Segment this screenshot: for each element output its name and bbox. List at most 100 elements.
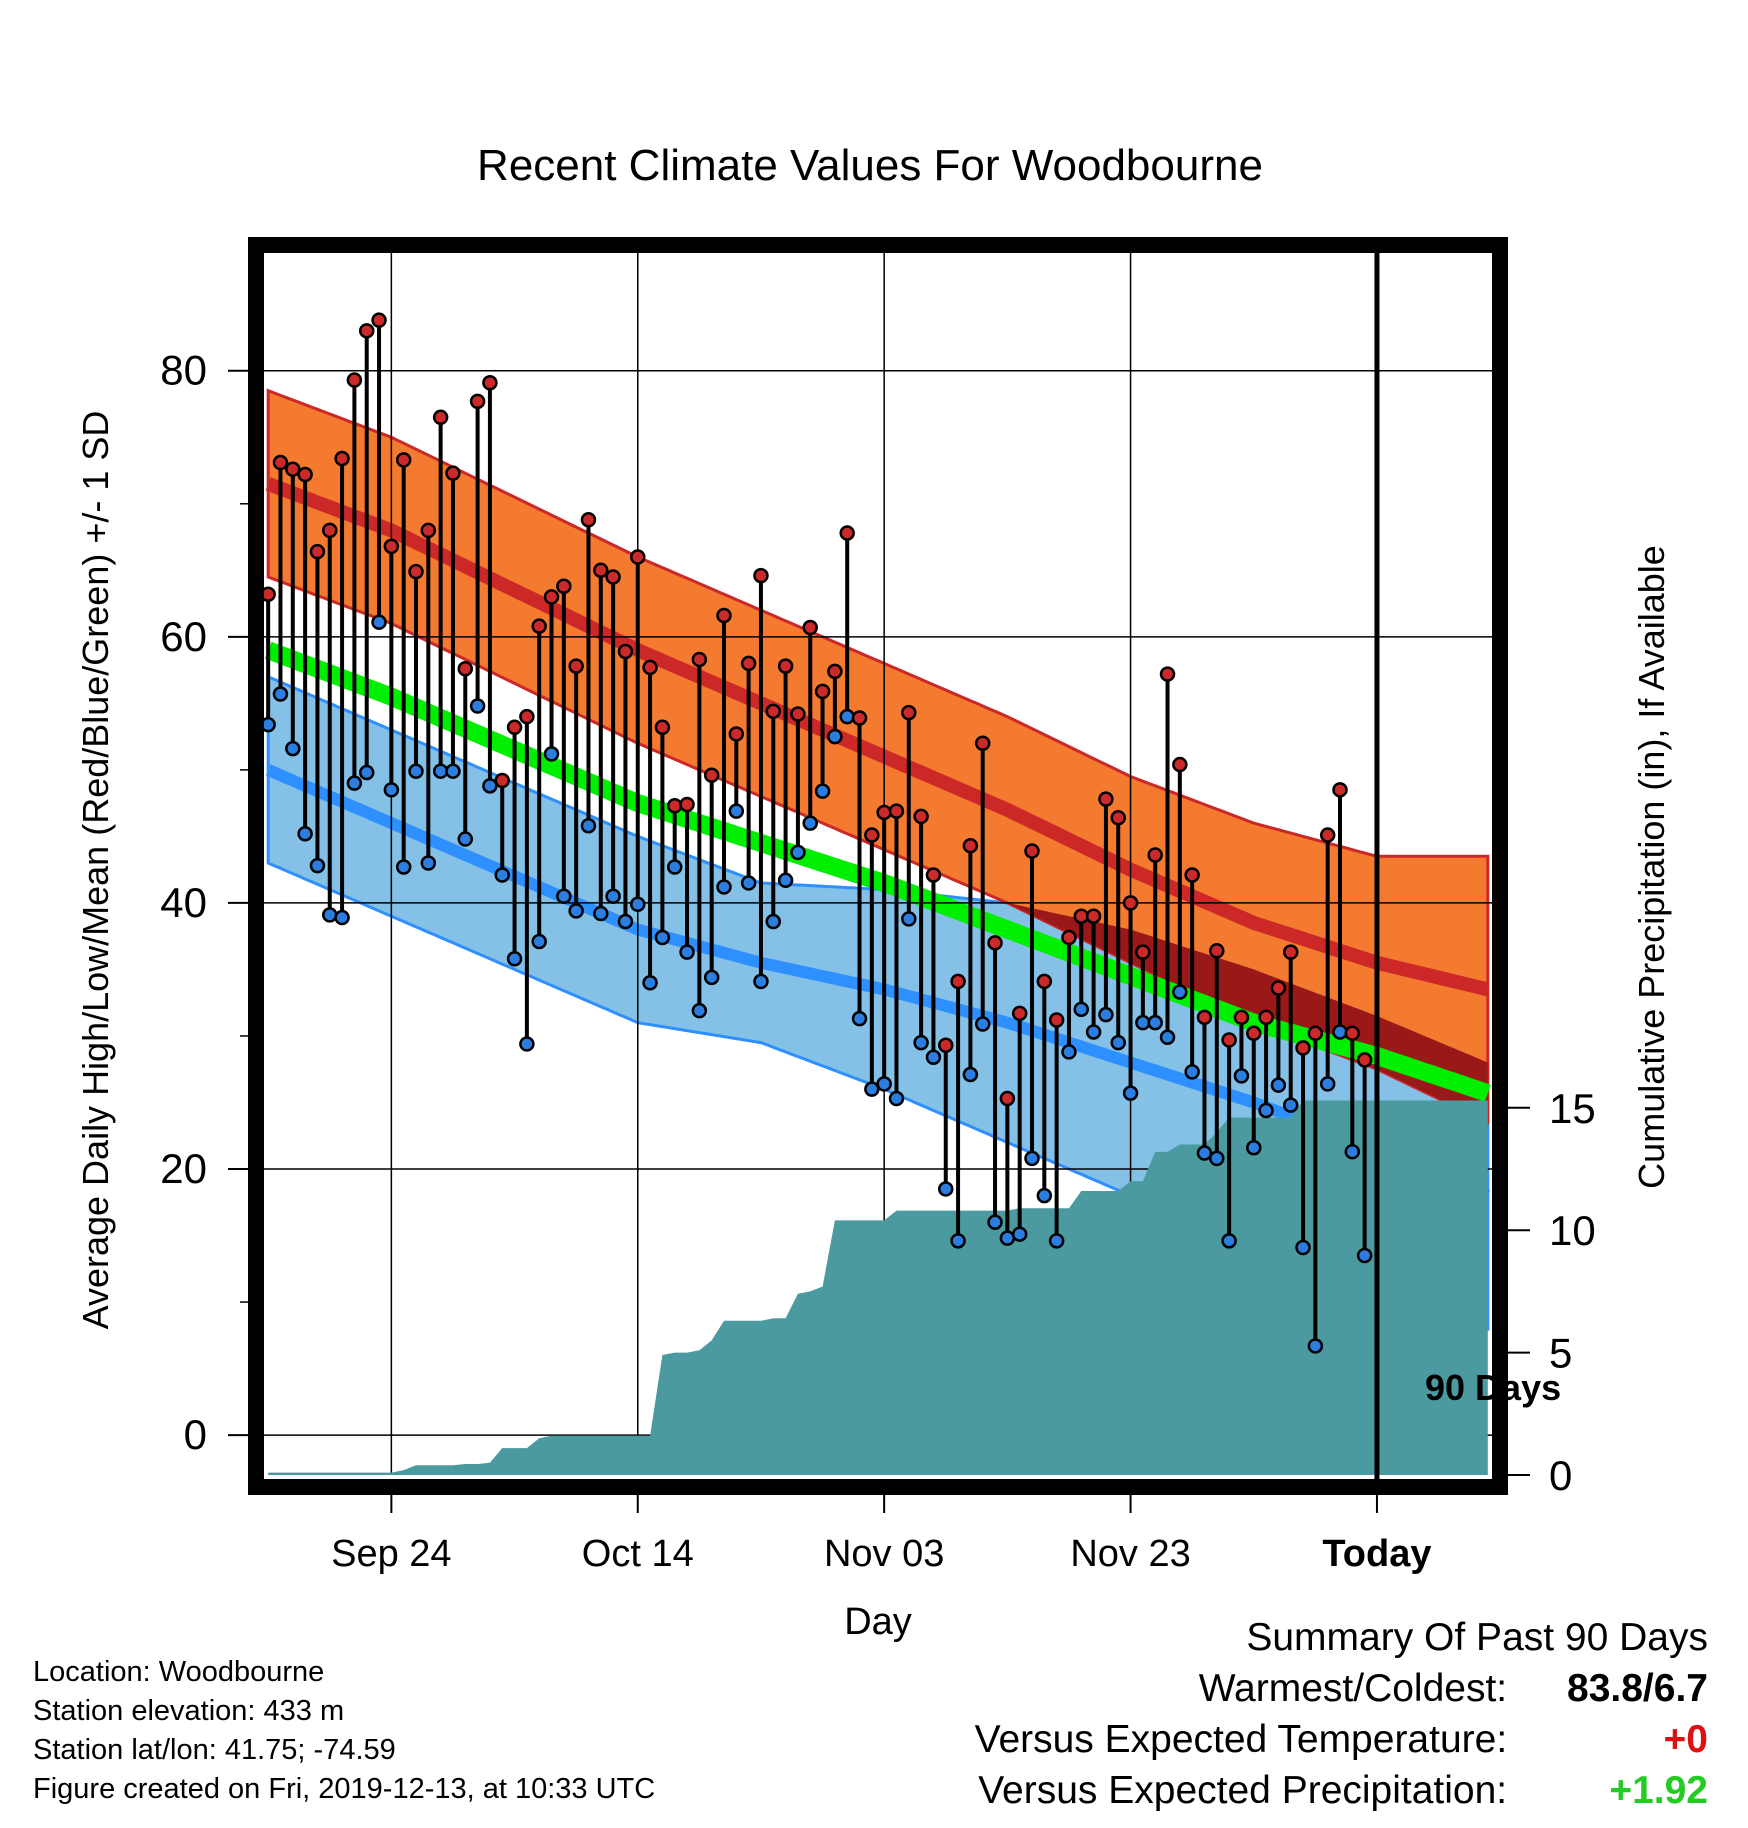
low-point [1135, 1014, 1151, 1031]
low-point [1332, 1024, 1348, 1040]
high-point [371, 312, 387, 328]
low-point [777, 872, 794, 889]
mean-normal-line [264, 641, 1491, 1102]
low-point [1258, 1102, 1274, 1119]
station-latlon: Station lat/lon: 41.75; -74.59 [33, 1734, 396, 1766]
high-point [1196, 1009, 1213, 1026]
high-point [642, 659, 658, 676]
low-point [876, 1076, 892, 1092]
low-point [654, 929, 671, 946]
low-point [432, 763, 449, 779]
high-point [457, 661, 474, 677]
low-point [913, 1034, 929, 1051]
high-point [1356, 1052, 1373, 1068]
low-point [1159, 1029, 1176, 1046]
figure-created: Figure created on Fri, 2019-12-13, at 10… [33, 1773, 656, 1805]
warm-cold-value: 83.8/6.7 [1567, 1667, 1708, 1710]
temp-anomaly-value: +0 [1663, 1718, 1708, 1761]
low-point [1172, 984, 1188, 1000]
high-point [334, 450, 350, 467]
high-point [383, 538, 400, 555]
high-point [543, 589, 560, 605]
high-point [901, 704, 917, 721]
low-point [753, 973, 769, 990]
low-point [827, 728, 843, 745]
high-point [1085, 908, 1102, 924]
high-point [1048, 1012, 1065, 1028]
low-point [1233, 1068, 1250, 1084]
summary-precip: Versus Expected Precipitation: +1.92 [975, 1765, 1708, 1816]
low-point [864, 1081, 880, 1097]
high-point [740, 655, 757, 672]
high-point [654, 719, 671, 736]
low-point [272, 686, 289, 702]
high-point [1184, 867, 1200, 883]
low-point [358, 764, 375, 781]
high-point [728, 726, 745, 742]
y-tick-label: 80 [160, 347, 207, 394]
low-point [543, 746, 560, 762]
low-point [519, 1036, 535, 1052]
high-point [1295, 1040, 1311, 1056]
high-point [888, 803, 905, 819]
low-point [839, 708, 855, 725]
high-point [482, 374, 498, 391]
low-point [1061, 1044, 1077, 1060]
x-axis-label: Day [844, 1601, 912, 1643]
high-point [1246, 1025, 1262, 1042]
y2-tick-label: 10 [1549, 1207, 1596, 1254]
low-point [580, 817, 597, 834]
y2-axis-label: Cumulative Precipitation (in), If Availa… [1631, 545, 1672, 1189]
high-point [630, 549, 646, 565]
high-point [950, 973, 966, 990]
precip-area [268, 1100, 1488, 1475]
high-point [790, 706, 806, 722]
high-point [568, 658, 584, 674]
low-point [568, 903, 584, 919]
high-point [297, 466, 313, 483]
low-point [1246, 1139, 1262, 1156]
high-point [580, 511, 597, 528]
low-point [1295, 1239, 1311, 1256]
chart-title: Recent Climate Values For Woodbourne [477, 141, 1263, 190]
high-point [556, 578, 572, 595]
plot-frame [248, 237, 1508, 1495]
high-point [617, 643, 634, 660]
high-point [605, 569, 621, 585]
high-point [494, 772, 510, 789]
low-point [309, 857, 326, 874]
station-info: Location: Woodbourne Station elevation: … [33, 1653, 655, 1809]
low-point [901, 911, 917, 927]
low-point [728, 803, 745, 819]
high-point [827, 663, 843, 680]
high-point [506, 719, 523, 736]
high-point [285, 461, 301, 477]
low-point [974, 1016, 991, 1032]
high-point [1135, 944, 1151, 960]
precip-anomaly-label: Versus Expected Precipitation: [978, 1769, 1508, 1812]
low-point [1356, 1247, 1373, 1264]
low-point [716, 879, 732, 895]
low-point [1184, 1064, 1200, 1080]
low-point [1048, 1233, 1065, 1249]
low-point [420, 855, 437, 871]
low-point [1085, 1024, 1102, 1040]
high-point [445, 465, 461, 481]
high-point [802, 619, 818, 636]
low-point [740, 875, 757, 891]
x-tick-label: Oct 14 [582, 1533, 694, 1575]
y2-tick-label: 0 [1549, 1452, 1572, 1499]
low-point [938, 1181, 954, 1197]
station-location: Location: Woodbourne [33, 1656, 325, 1688]
high-point [358, 323, 375, 339]
high-point [1122, 895, 1139, 911]
high-point [322, 522, 338, 539]
high-point [691, 651, 708, 668]
high-point [1307, 1025, 1324, 1042]
daily-points [260, 312, 1373, 1354]
high-point [1332, 782, 1348, 798]
low-point [925, 1049, 942, 1065]
low-point [334, 909, 350, 926]
low-point [1282, 1097, 1299, 1113]
